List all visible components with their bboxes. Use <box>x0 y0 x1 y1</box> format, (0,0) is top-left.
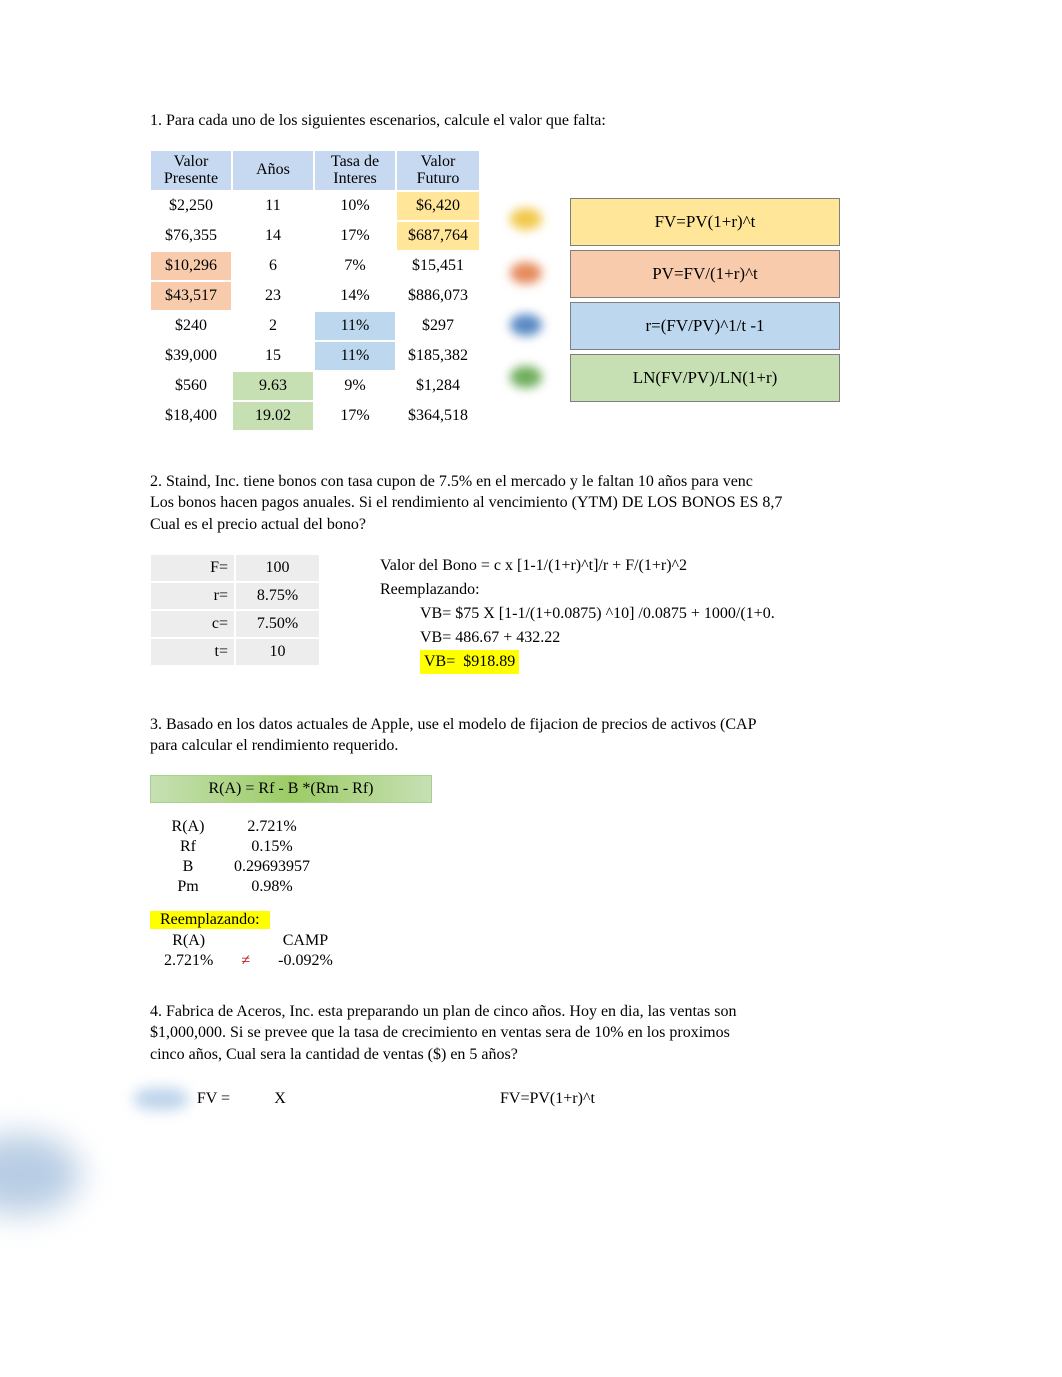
table-cell: $18,400 <box>150 401 232 431</box>
table-cell: $364,518 <box>396 401 480 431</box>
result-value: $918.89 <box>463 653 515 670</box>
section2-vars-table: F=100r=8.75%c=7.50%t=10 <box>150 554 320 666</box>
section2-prompt-l3: Cual es el precio actual del bono? <box>150 514 1062 536</box>
table-cell: $15,451 <box>396 251 480 281</box>
section2-prompt-l1: 2. Staind, Inc. tiene bonos con tasa cup… <box>150 471 1062 493</box>
cell <box>227 931 264 951</box>
section1-prompt: 1. Para cada uno de los siguientes escen… <box>150 110 1062 132</box>
table-cell: $76,355 <box>150 221 232 251</box>
calc-line: Reemplazando: <box>380 578 775 602</box>
var-value: 100 <box>235 554 320 582</box>
section3-prompt-l1: 3. Basado en los datos actuales de Apple… <box>150 714 1062 736</box>
result-label: VB= <box>424 653 455 670</box>
table-cell: 23 <box>232 281 314 311</box>
section4-prompt-l1: 4. Fabrica de Aceros, Inc. esta preparan… <box>150 1001 1062 1023</box>
section3-formula-band: R(A) = Rf - B *(Rm - Rf) <box>150 775 432 803</box>
table-cell: 11 <box>232 191 314 221</box>
table-cell: $560 <box>150 371 232 401</box>
page: 1. Para cada uno de los siguientes escen… <box>0 0 1062 1174</box>
table-cell: 2 <box>232 311 314 341</box>
formula-box: r=(FV/PV)^1/t -1 <box>570 302 840 350</box>
var-value: 8.75% <box>235 582 320 610</box>
formula-box: FV=PV(1+r)^t <box>570 198 840 246</box>
section2-calc: Valor del Bono = c x [1-1/(1+r)^t]/r + F… <box>380 554 775 674</box>
table-cell: 17% <box>314 221 396 251</box>
section4-prompt-l2: $1,000,000. Si se prevee que la tasa de … <box>150 1022 1062 1044</box>
var-value: 2.721% <box>226 817 318 837</box>
var-label: F= <box>150 554 235 582</box>
var-label: t= <box>150 638 235 666</box>
table-cell: $6,420 <box>396 191 480 221</box>
table-cell: 9.63 <box>232 371 314 401</box>
calc-line-result: VB= $918.89 <box>380 650 775 674</box>
section1-formula-boxes: FV=PV(1+r)^tPV=FV/(1+r)^tr=(FV/PV)^1/t -… <box>570 150 840 402</box>
table-cell: $1,284 <box>396 371 480 401</box>
connector-dot <box>510 208 542 230</box>
var-label: Pm <box>150 877 226 897</box>
result-highlight: VB= $918.89 <box>420 650 519 674</box>
fv-value: X <box>260 1090 300 1108</box>
calc-line: Valor del Bono = c x [1-1/(1+r)^t]/r + F… <box>380 554 775 578</box>
connector-dot <box>510 314 542 336</box>
th-years: Años <box>232 150 314 191</box>
var-label: r= <box>150 582 235 610</box>
table-cell: $2,250 <box>150 191 232 221</box>
section2-content: F=100r=8.75%c=7.50%t=10 Valor del Bono =… <box>150 554 1062 674</box>
table-cell: 14% <box>314 281 396 311</box>
table-cell: $10,296 <box>150 251 232 281</box>
table-cell: 15 <box>232 341 314 371</box>
cell: 2.721% <box>150 951 227 971</box>
table-cell: 19.02 <box>232 401 314 431</box>
table-cell: 11% <box>314 311 396 341</box>
th-rate: Tasa de Interes <box>314 150 396 191</box>
cell: R(A) <box>150 931 227 951</box>
section1-content: Valor Presente Años Tasa de Interes Valo… <box>150 150 1062 431</box>
var-value: 0.29693957 <box>226 857 318 877</box>
table-cell: 14 <box>232 221 314 251</box>
cell: -0.092% <box>264 951 347 971</box>
blur-decoration <box>0 1134 80 1214</box>
table-cell: 10% <box>314 191 396 221</box>
section2-prompt-l2: Los bonos hacen pagos anuales. Si el ren… <box>150 492 1062 514</box>
var-value: 0.98% <box>226 877 318 897</box>
table-cell: 17% <box>314 401 396 431</box>
cell: CAMP <box>264 931 347 951</box>
connector-dot <box>510 366 542 388</box>
table-cell: 6 <box>232 251 314 281</box>
fv-formula: FV=PV(1+r)^t <box>500 1090 595 1108</box>
calc-line: VB= 486.67 + 432.22 <box>380 626 775 650</box>
formula-box: LN(FV/PV)/LN(1+r) <box>570 354 840 402</box>
reemplazando-highlight: Reemplazando: <box>150 911 270 929</box>
table-cell: $185,382 <box>396 341 480 371</box>
var-value: 7.50% <box>235 610 320 638</box>
section3-compare-table: R(A) CAMP 2.721% ≠ -0.092% <box>150 931 347 971</box>
table-cell: $886,073 <box>396 281 480 311</box>
table-cell: 11% <box>314 341 396 371</box>
var-value: 10 <box>235 638 320 666</box>
section1-table: Valor Presente Años Tasa de Interes Valo… <box>150 150 480 431</box>
neq-symbol: ≠ <box>227 951 264 971</box>
table-cell: $240 <box>150 311 232 341</box>
table-cell: $687,764 <box>396 221 480 251</box>
table-cell: $297 <box>396 311 480 341</box>
connector-dot <box>510 262 542 284</box>
table-cell: $43,517 <box>150 281 232 311</box>
var-label: B <box>150 857 226 877</box>
section3-vars-table: R(A)2.721%Rf0.15%B0.29693957Pm0.98% <box>150 817 318 897</box>
formula-box: PV=FV/(1+r)^t <box>570 250 840 298</box>
var-label: R(A) <box>150 817 226 837</box>
table-cell: 7% <box>314 251 396 281</box>
table-cell: 9% <box>314 371 396 401</box>
blur-decoration <box>134 1088 188 1110</box>
th-fv: Valor Futuro <box>396 150 480 191</box>
var-label: c= <box>150 610 235 638</box>
section4-prompt-l3: cinco años, Cual sera la cantidad de ven… <box>150 1044 1062 1066</box>
th-pv: Valor Presente <box>150 150 232 191</box>
table-cell: $39,000 <box>150 341 232 371</box>
section4-row: FV = X FV=PV(1+r)^t <box>150 1084 1062 1114</box>
section3-prompt-l2: para calcular el rendimiento requerido. <box>150 735 1062 757</box>
var-label: Rf <box>150 837 226 857</box>
calc-line: VB= $75 X [1-1/(1+0.0875) ^10] /0.0875 +… <box>380 602 775 626</box>
var-value: 0.15% <box>226 837 318 857</box>
